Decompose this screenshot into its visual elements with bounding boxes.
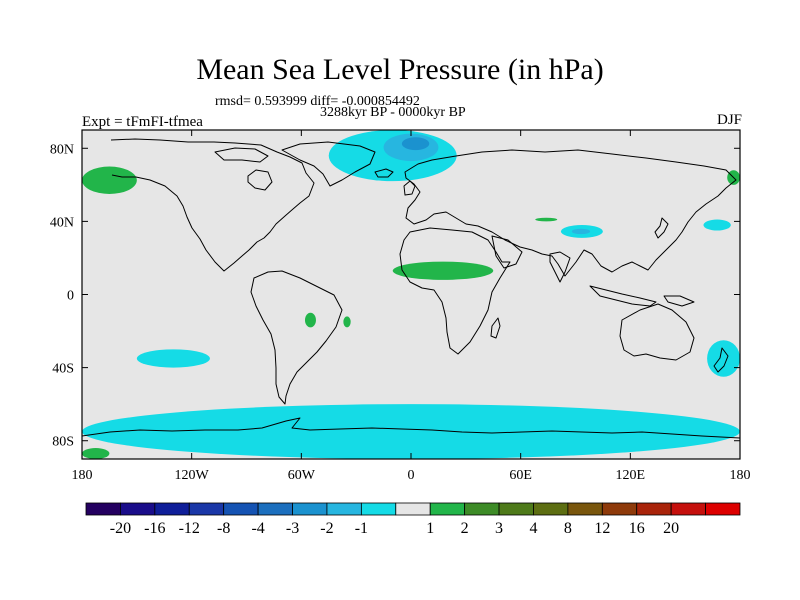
colorbar-label: -8 (217, 520, 230, 537)
coastline-hudson-bay (247, 169, 273, 191)
colorbar-label: -1 (355, 520, 368, 537)
x-tick-label: 180 (730, 468, 751, 483)
anomaly-south-pacific-negative (136, 349, 210, 368)
coastlines (82, 138, 740, 439)
coastline-madagascar (490, 317, 501, 339)
colorbar-label: -12 (179, 520, 200, 537)
stats-label: rmsd= 0.593999 diff= -0.000854492 (215, 94, 420, 109)
anomaly-greenland-sea-inner (401, 137, 430, 151)
colorbar-box (705, 502, 741, 516)
coastline-greenland (281, 141, 376, 187)
coastline-new-guinea (663, 295, 695, 307)
period-label: 3288kyr BP - 0000kyr BP (320, 105, 466, 120)
y-tick-label: 40N (50, 215, 74, 230)
anomaly-antarctic-positive (82, 448, 110, 459)
colorbar-box (429, 502, 466, 516)
y-tick-label: 80S (52, 435, 74, 450)
colorbar-label: 8 (564, 520, 572, 537)
colorbar-label: 16 (629, 520, 645, 537)
colorbar-label: 1 (426, 520, 434, 537)
anomaly-sahel-positive (392, 261, 494, 280)
x-tick-label: 0 (408, 468, 415, 483)
coastline-iceland (374, 168, 394, 178)
colorbar-box (670, 502, 706, 516)
colorbar-label: 3 (495, 520, 503, 537)
colorbar-label: 4 (529, 520, 537, 537)
y-tick-label: 40S (52, 362, 74, 377)
coastline-australia (619, 303, 695, 361)
colorbar-label: -16 (144, 520, 165, 537)
colorbar-box (636, 502, 672, 516)
map-panel: 180 120W 60W 0 60E 120E 180 80N 40N 0 40S 80S (50, 129, 751, 483)
x-tick-label: 180 (72, 468, 93, 483)
coastline-africa (399, 227, 511, 355)
colorbar-box (85, 502, 121, 516)
anomaly-north-pacific-positive (82, 166, 137, 194)
colorbar-label: 20 (663, 520, 679, 537)
coastline-japan (654, 217, 669, 239)
x-tick-label: 60E (509, 468, 532, 483)
anomaly-south-atlantic-positive (343, 316, 351, 328)
colorbar: -20 -16 -12 -8 -4 -3 -2 -1 1 2 3 4 8 12 16 20 (85, 502, 741, 537)
axis-ticks (81, 130, 741, 459)
anomaly-east-asia-negative (703, 219, 731, 231)
colorbar-label: -3 (286, 520, 299, 537)
colorbar-box (360, 502, 397, 516)
colorbar-box (188, 502, 225, 516)
x-tick-label: 120W (175, 468, 210, 483)
colorbar-label: -2 (320, 520, 333, 537)
colorbar-box (601, 502, 638, 516)
anomaly-central-asia-positive (535, 217, 558, 222)
colorbar-box (395, 502, 431, 516)
colorbar-box (292, 502, 328, 516)
season-label: DJF (716, 112, 742, 128)
colorbar-box (257, 502, 293, 516)
map-background (82, 130, 740, 459)
coastline-north-america (110, 138, 315, 272)
x-tick-label: 120E (616, 468, 646, 483)
colorbar-box (223, 502, 259, 516)
colorbar-box (464, 502, 500, 516)
coastline-new-zealand (713, 347, 729, 373)
colorbar-box (154, 502, 190, 516)
y-tick-label: 0 (67, 289, 74, 304)
colorbar-label: -20 (110, 520, 131, 537)
anomaly-south-america-positive (304, 312, 316, 328)
colorbar-box (533, 502, 569, 516)
coastline-antarctica (82, 417, 740, 439)
anomaly-southern-ocean-negative (82, 404, 740, 459)
colorbar-box (498, 502, 534, 516)
coastline-india (549, 251, 571, 283)
coastline-canadian-arctic (214, 147, 269, 163)
axis-labels: 180 120W 60W 0 60E 120E 180 80N 40N 0 40S 80S (50, 142, 751, 483)
colorbar-box (326, 502, 362, 516)
y-tick-label: 80N (50, 142, 74, 157)
anomaly-tibet-core (571, 228, 591, 235)
colorbar-labels: -20 -16 -12 -8 -4 -3 -2 -1 1 2 3 4 8 12 16 20 (110, 520, 679, 537)
colorbar-label: 2 (461, 520, 469, 537)
chart-title: Mean Sea Level Pressure (in hPa) (196, 53, 604, 86)
colorbar-box (120, 502, 156, 516)
experiment-label: Expt = tFmFI-tfmea (82, 114, 203, 130)
coastline-british-isles (403, 180, 416, 196)
colorbar-box (567, 502, 603, 516)
anomaly-tasman-negative (707, 340, 740, 377)
coastline-eurasia (404, 149, 737, 277)
anomaly-layer (82, 130, 740, 459)
coastline-arabia (491, 235, 523, 269)
x-tick-label: 60W (288, 468, 316, 483)
colorbar-label: -4 (251, 520, 264, 537)
coastline-indonesia (589, 285, 657, 307)
colorbar-boxes (85, 502, 741, 516)
colorbar-label: 12 (594, 520, 610, 537)
coastline-south-america (250, 270, 343, 405)
